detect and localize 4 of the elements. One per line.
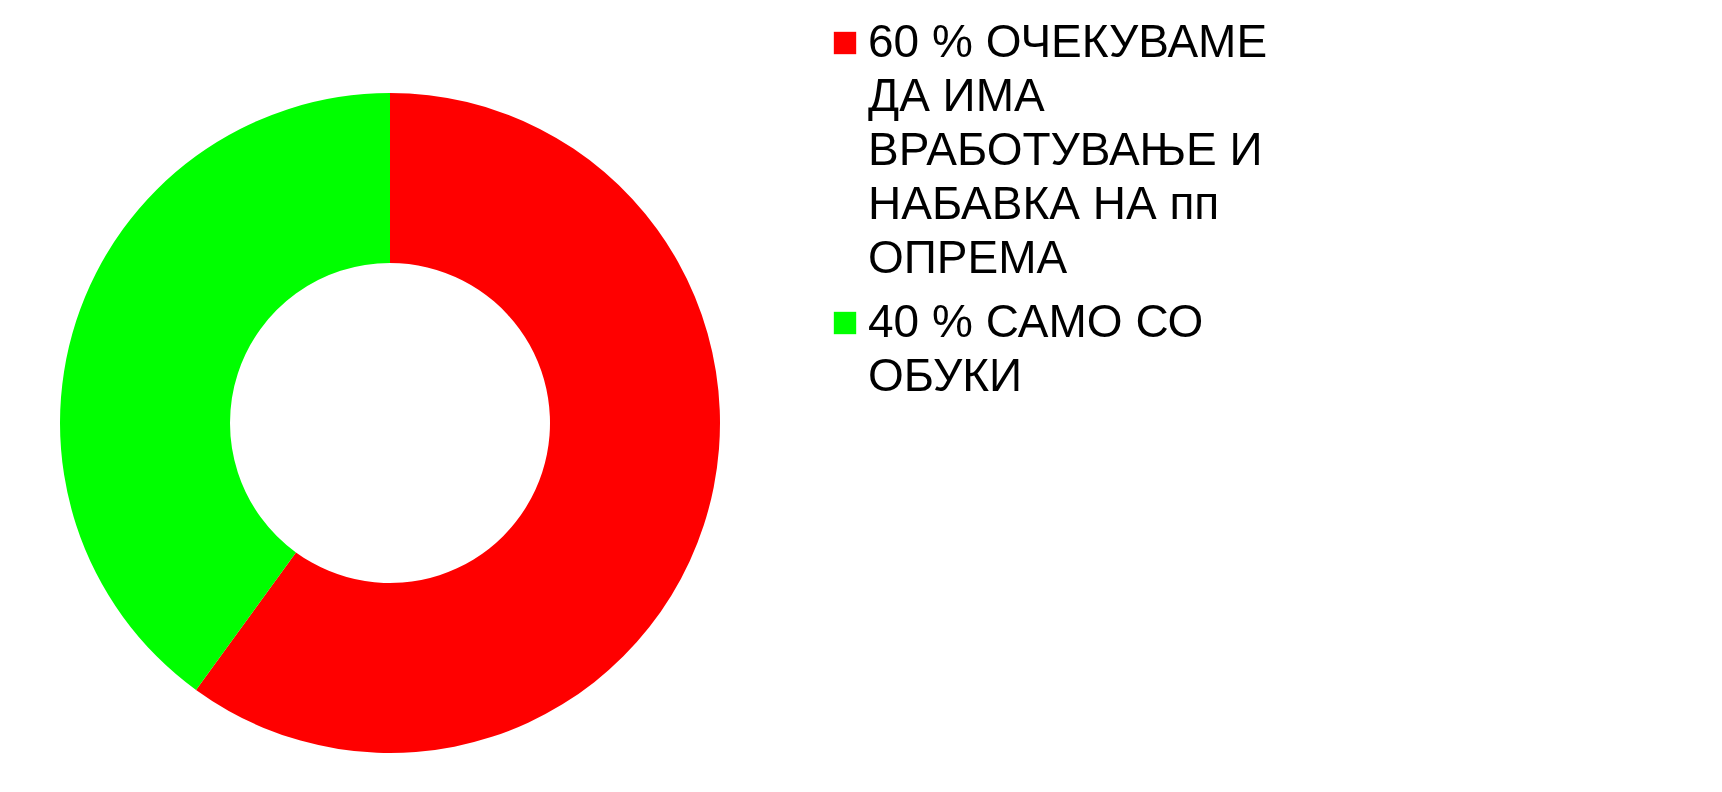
donut-slice	[60, 93, 390, 690]
donut-slice	[196, 93, 720, 753]
legend-label: 60 % ОЧЕКУВАМЕ ДА ИМА ВРАБОТУВАЊЕ И НАБАВКА НА пп ОПРЕМА	[868, 15, 1268, 283]
legend-label: 40 % САМО СО ОБУКИ	[868, 295, 1204, 401]
